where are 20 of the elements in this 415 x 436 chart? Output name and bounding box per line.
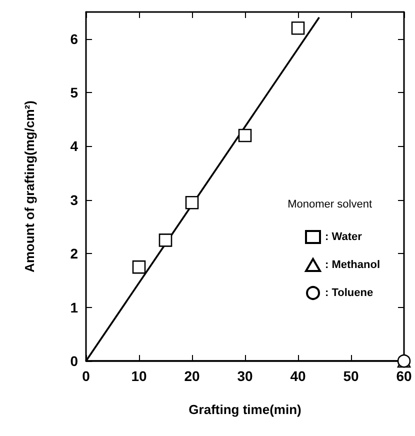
legend-title: Monomer solvent: [288, 198, 372, 210]
y-tick-label: 4: [70, 138, 78, 154]
y-tick-label: 6: [70, 30, 78, 47]
legend-label: : Methanol: [325, 259, 380, 271]
x-tick-label: 60: [396, 368, 412, 384]
x-tick-label: 40: [290, 368, 306, 384]
x-axis-title: Grafting time(min): [188, 402, 302, 417]
x-tick-label: 50: [343, 368, 359, 384]
y-tick-label: 0: [70, 353, 78, 369]
x-tick-label: 20: [184, 368, 200, 384]
legend-label: : Water: [325, 231, 363, 243]
y-tick-label: 5: [70, 84, 78, 101]
y-tick-label: 3: [70, 192, 78, 208]
legend-label: : Toluene: [325, 287, 374, 299]
y-axis-title: Amount of grafting(mg/cm²): [22, 100, 37, 272]
y-tick-label: 1: [70, 299, 78, 316]
x-tick-label: 10: [131, 368, 147, 384]
x-tick-label: 30: [237, 368, 253, 384]
x-tick-label: 0: [82, 368, 90, 384]
y-tick-label: 2: [70, 246, 78, 262]
